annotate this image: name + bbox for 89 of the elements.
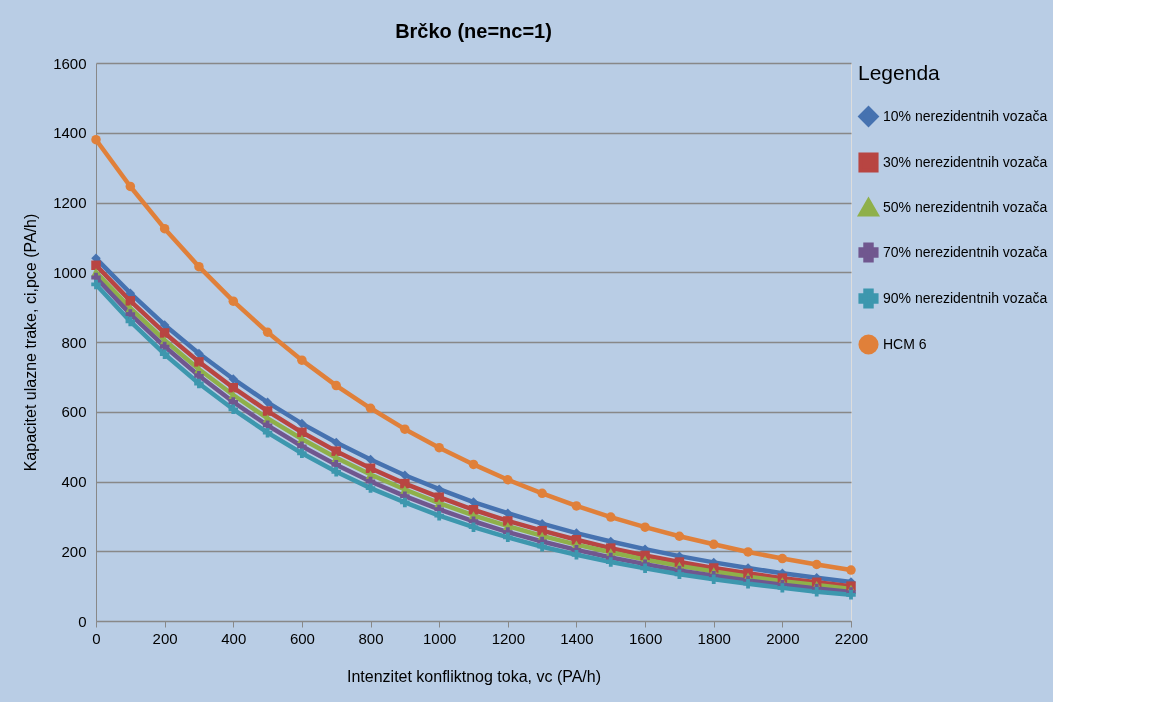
point <box>194 348 204 359</box>
y-tick-label: 1200 <box>53 194 87 211</box>
point <box>194 378 204 389</box>
point <box>159 349 170 359</box>
point <box>846 565 856 575</box>
point <box>365 454 376 465</box>
point <box>125 296 136 306</box>
point <box>159 223 170 234</box>
point <box>674 531 685 541</box>
point <box>537 525 547 536</box>
point <box>434 510 444 521</box>
point <box>194 261 204 272</box>
y-tick-label: 800 <box>61 333 87 351</box>
point <box>297 448 307 458</box>
point <box>159 328 170 338</box>
point <box>537 541 547 552</box>
point <box>811 559 822 570</box>
point <box>331 466 341 477</box>
x-tick-label: 0 <box>92 629 101 647</box>
point <box>606 557 616 567</box>
point <box>503 516 513 526</box>
legend-label: HCM 6 <box>883 335 927 352</box>
y-tick-label: 1000 <box>53 263 87 281</box>
chart-title: Brčko (ne=nc=1) <box>395 20 552 42</box>
y-axis-title: Kapacitet ulazne trake, ci,pce (PA/h) <box>22 213 40 472</box>
point <box>262 397 273 408</box>
point <box>400 470 410 480</box>
x-axis-title: Intenzitet konfliktnog toka, vc (PA/h) <box>346 667 602 685</box>
point <box>434 492 444 502</box>
y-tick-label: 0 <box>78 612 87 630</box>
x-tick-label: 1400 <box>560 629 594 647</box>
x-tick-label: 200 <box>152 629 178 647</box>
point <box>640 522 650 532</box>
point <box>708 574 719 584</box>
legend-label: 30% nerezidentnih vozača <box>883 153 1048 170</box>
point <box>468 459 479 470</box>
point <box>400 424 410 434</box>
legend-label: 90% nerezidentnih vozača <box>883 289 1048 306</box>
point <box>91 279 101 290</box>
point <box>91 260 101 271</box>
point <box>434 484 444 494</box>
y-tick-label: 400 <box>61 473 87 490</box>
x-tick-label: 600 <box>289 629 315 647</box>
legend-title: Legenda <box>858 61 941 84</box>
point <box>262 406 273 416</box>
point <box>503 532 513 543</box>
point <box>434 442 444 453</box>
point <box>228 296 239 306</box>
y-tick-label: 1400 <box>53 124 87 142</box>
point <box>400 478 410 489</box>
point <box>228 374 239 384</box>
point <box>708 539 719 550</box>
y-tick-label: 1600 <box>53 54 87 72</box>
point <box>297 355 307 365</box>
legend-label: 50% nerezidentnih vozača <box>883 198 1048 215</box>
x-tick-label: 1600 <box>628 629 663 647</box>
point <box>331 437 341 448</box>
x-tick-label: 1800 <box>697 629 731 647</box>
legend-label: 10% nerezidentnih vozača <box>883 107 1048 124</box>
point <box>331 446 341 456</box>
point <box>743 547 753 557</box>
point <box>537 488 547 499</box>
y-tick-label: 600 <box>61 403 87 421</box>
point <box>468 522 479 532</box>
x-tick-label: 2000 <box>766 629 800 647</box>
x-tick-label: 2200 <box>834 629 869 647</box>
point <box>331 380 341 391</box>
point <box>571 501 582 511</box>
point <box>228 404 239 415</box>
point <box>297 418 307 429</box>
point <box>365 403 376 413</box>
x-tick-label: 400 <box>221 629 247 647</box>
point <box>194 357 204 367</box>
point <box>503 475 513 485</box>
y-tick-label: 200 <box>61 542 87 560</box>
point <box>365 483 376 493</box>
point <box>400 497 410 508</box>
point <box>262 327 273 337</box>
point <box>640 563 650 574</box>
point <box>606 512 616 522</box>
x-tick-label: 1200 <box>491 629 526 647</box>
point <box>91 134 101 145</box>
point <box>125 181 136 192</box>
point <box>777 553 788 564</box>
point <box>297 427 307 438</box>
x-tick-label: 800 <box>358 629 384 647</box>
legend-label: 70% nerezidentnih vozača <box>883 243 1048 260</box>
x-tick-label: 1000 <box>422 629 457 647</box>
point <box>159 320 170 330</box>
